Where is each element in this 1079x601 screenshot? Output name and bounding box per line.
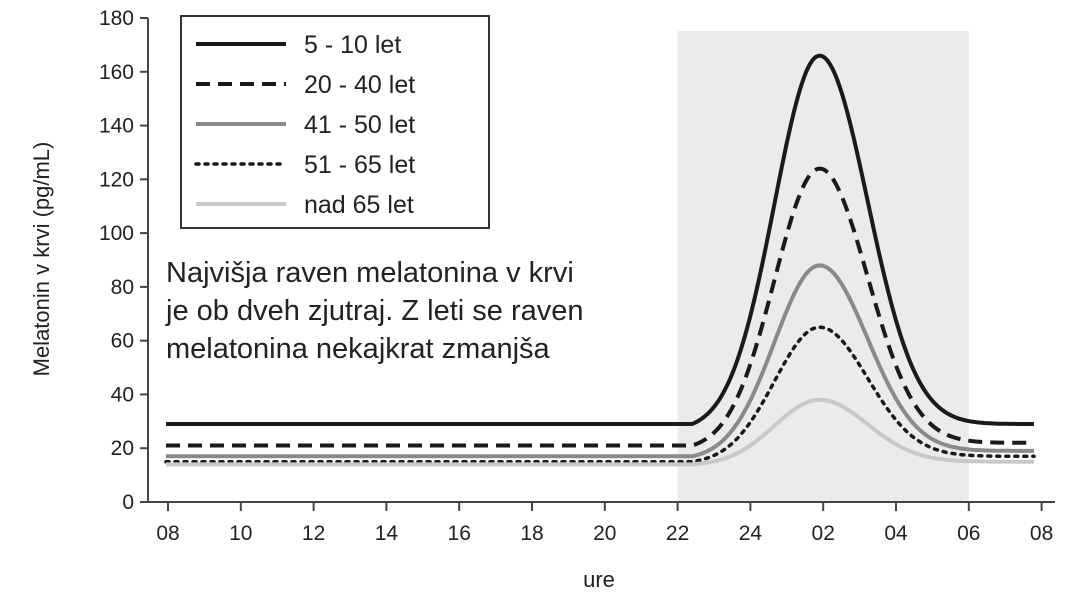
y-tick-label: 180 <box>99 7 134 30</box>
x-tick-label: 06 <box>957 522 980 545</box>
y-tick-label: 80 <box>111 276 134 299</box>
legend: 5 - 10 let 20 - 40 let 41 - 50 let 51 - 65 … <box>180 15 490 229</box>
legend-label: nad 65 let <box>304 191 414 219</box>
series-line <box>164 325 1036 464</box>
legend-label: 5 - 10 let <box>304 31 401 59</box>
x-tick-label: 24 <box>739 522 763 545</box>
annotation-line: Najvišja raven melatonina v krvi <box>166 257 574 289</box>
series-line <box>166 263 1034 459</box>
y-tick-label: 60 <box>111 330 134 353</box>
x-tick-label: 10 <box>229 522 252 545</box>
x-tick-label: 08 <box>1030 522 1053 545</box>
x-tick-label: 18 <box>520 522 543 545</box>
y-axis-title: Melatonin v krvi (pg/mL) <box>29 142 54 377</box>
x-tick-label: 04 <box>884 522 908 545</box>
legend-label: 20 - 40 let <box>304 71 415 99</box>
x-tick-label: 12 <box>302 522 325 545</box>
y-tick-label: 100 <box>99 222 134 245</box>
annotation-line: je ob dveh zjutraj. Z leti se raven <box>165 295 583 327</box>
y-tick-label: 120 <box>99 168 134 191</box>
series-line <box>166 166 1034 448</box>
series-line <box>166 53 1034 426</box>
x-axis-title: ure <box>583 567 615 592</box>
x-tick-label: 20 <box>593 522 616 545</box>
x-tick-label: 16 <box>448 522 471 545</box>
series-line <box>166 397 1034 467</box>
legend-label: 41 - 50 let <box>304 111 415 139</box>
x-tick-label: 08 <box>156 522 179 545</box>
y-tick-label: 140 <box>99 115 134 138</box>
y-tick-label: 0 <box>122 491 134 514</box>
y-tick-label: 160 <box>99 61 134 84</box>
x-tick-label: 14 <box>375 522 399 545</box>
x-tick-label: 22 <box>666 522 689 545</box>
annotation-line: melatonina nekajkrat zmanjša <box>166 333 551 365</box>
x-tick-label: 02 <box>812 522 835 545</box>
y-tick-label: 20 <box>111 437 134 460</box>
legend-label: 51 - 65 let <box>304 151 415 179</box>
y-tick-label: 40 <box>111 383 134 406</box>
